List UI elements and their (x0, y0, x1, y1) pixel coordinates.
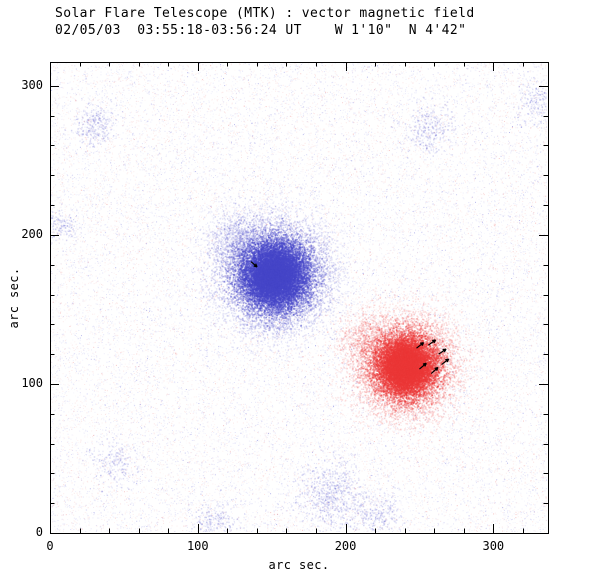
x-axis-label: arc sec. (268, 558, 330, 572)
plot-title: Solar Flare Telescope (MTK) : vector mag… (55, 6, 475, 21)
y-axis-label: arc sec. (7, 267, 21, 329)
plot-subtitle: 02/05/03 03:55:18-03:56:24 UT W 1'10" N … (55, 23, 467, 38)
